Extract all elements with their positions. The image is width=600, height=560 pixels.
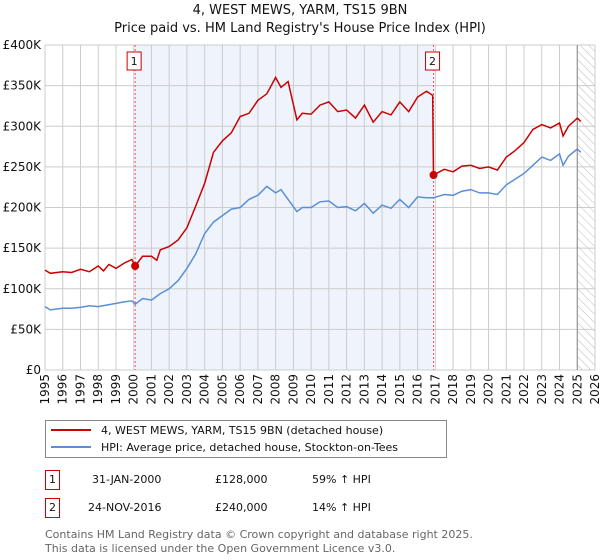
legend: 4, WEST MEWS, YARM, TS15 9BN (detached h… [45, 420, 447, 458]
transaction-date: 31-JAN-2000 [92, 473, 162, 486]
x-tick-label: 1999 [109, 374, 123, 405]
legend-item-property: 4, WEST MEWS, YARM, TS15 9BN (detached h… [51, 422, 383, 438]
x-tick-label: 2010 [304, 374, 318, 405]
sale-point [131, 262, 140, 270]
x-tick-label: 1998 [91, 374, 105, 405]
x-tick-label: 2020 [482, 374, 496, 405]
x-tick-label: 2024 [553, 374, 567, 405]
x-tick-label: 2011 [322, 374, 336, 405]
x-tick-label: 2015 [393, 374, 407, 405]
transaction-hpi: 59% ↑ HPI [312, 473, 371, 486]
x-tick-label: 2022 [517, 374, 531, 405]
y-tick-label: £250K [3, 160, 43, 174]
chart-title: 4, WEST MEWS, YARM, TS15 9BN [192, 3, 408, 18]
y-tick-label: £300K [3, 119, 43, 133]
property-price-line [44, 75, 582, 275]
legend-label-hpi: HPI: Average price, detached house, Stoc… [101, 440, 399, 454]
x-tick-label: 2008 [269, 374, 283, 405]
x-tick-label: 2002 [162, 374, 176, 405]
y-tick-label: £50K [10, 322, 42, 336]
transaction-hpi: 14% ↑ HPI [312, 501, 371, 514]
hpi-line [44, 148, 582, 311]
transaction-number: 2 [45, 498, 60, 518]
sale-point [429, 171, 438, 179]
legend-label-property: 4, WEST MEWS, YARM, TS15 9BN (detached h… [101, 423, 384, 437]
footer-licence: This data is licensed under the Open Gov… [45, 542, 396, 555]
footer: Contains HM Land Registry data © Crown c… [45, 528, 473, 556]
y-tick-label: £100K [3, 282, 43, 296]
x-tick-label: 2006 [233, 374, 247, 405]
x-tick-label: 2025 [570, 374, 584, 405]
x-tick-label: 2017 [428, 374, 442, 405]
x-tick-label: 2021 [499, 374, 513, 405]
y-tick-label: £400K [3, 38, 43, 52]
footer-copyright: Contains HM Land Registry data © Crown c… [45, 528, 473, 541]
sale-label-box [425, 51, 441, 71]
x-tick-label: 2013 [357, 374, 371, 405]
x-tick-label: 2009 [286, 374, 300, 405]
legend-swatch-red [51, 429, 91, 431]
x-tick-label: 1996 [56, 374, 70, 405]
legend-item-hpi: HPI: Average price, detached house, Stoc… [51, 439, 398, 455]
y-tick-label: £350K [3, 79, 43, 93]
transaction-number: 1 [45, 470, 60, 490]
sale-label: 2 [429, 55, 436, 68]
y-tick-label: £0 [26, 363, 41, 377]
sale-label-box [126, 51, 142, 71]
chart-subtitle: Price paid vs. HM Land Registry's House … [114, 21, 486, 36]
transaction-price: £128,000 [215, 473, 268, 486]
x-tick-label: 2003 [180, 374, 194, 405]
x-tick-label: 2018 [446, 374, 460, 405]
x-tick-label: 2026 [588, 374, 600, 405]
transaction-row: 1 31-JAN-2000 £128,000 59% ↑ HPI [45, 470, 445, 490]
x-tick-label: 2004 [198, 374, 212, 405]
transaction-price: £240,000 [215, 501, 268, 514]
x-tick-label: 2023 [535, 374, 549, 405]
transaction-row: 2 24-NOV-2016 £240,000 14% ↑ HPI [45, 498, 445, 518]
x-tick-label: 1997 [73, 374, 87, 405]
legend-swatch-blue [51, 446, 91, 448]
transaction-date: 24-NOV-2016 [88, 501, 162, 514]
y-tick-label: £200K [3, 201, 43, 215]
x-tick-label: 2001 [144, 374, 158, 405]
price-chart: 1995 1996 1997 1998 1999 2000 2001 2002 2003 2004… [3, 38, 600, 405]
x-tick-label: 2014 [375, 374, 389, 405]
sale-label: 1 [131, 55, 138, 68]
x-tick-label: 1995 [38, 374, 52, 405]
x-tick-label: 2007 [251, 374, 265, 405]
x-tick-label: 2016 [411, 374, 425, 405]
x-tick-label: 2005 [215, 374, 229, 405]
x-tick-label: 2012 [340, 374, 354, 405]
y-tick-label: £150K [3, 241, 43, 255]
x-tick-label: 2000 [127, 374, 141, 405]
x-tick-label: 2019 [464, 374, 478, 405]
